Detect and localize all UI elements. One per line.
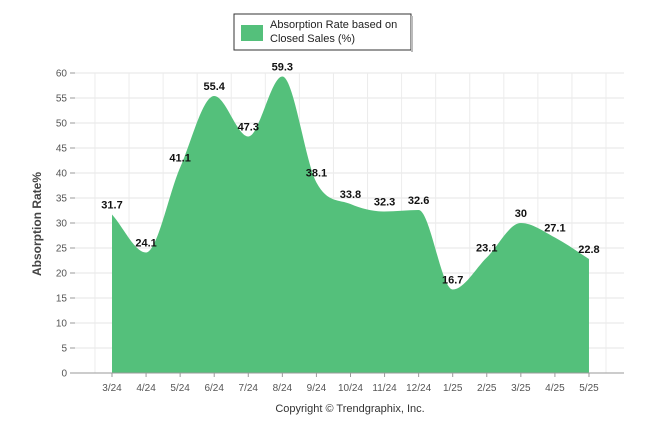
- y-tick-label: 60: [56, 69, 68, 80]
- data-label: 30: [515, 208, 527, 220]
- data-label: 59.3: [272, 62, 293, 74]
- x-tick-label: 2/25: [477, 383, 497, 394]
- data-label: 38.1: [306, 168, 327, 180]
- x-tick-label: 6/24: [204, 383, 224, 394]
- data-labels: 31.7 24.1 41.1 55.4 47.3 59.3 38.1 33.8 32.3 32.6…: [101, 62, 599, 287]
- data-label: 41.1: [169, 153, 190, 165]
- y-tick-label: 15: [56, 294, 68, 305]
- x-tick-label: 8/24: [273, 383, 293, 394]
- y-tick-label: 30: [56, 219, 68, 230]
- x-tick-label: 3/25: [511, 383, 531, 394]
- data-label: 24.1: [135, 238, 156, 250]
- y-tick-label: 40: [56, 169, 68, 180]
- y-tick-labels: 0 5 10 15 20 25 30 35 40 45 50 55 60: [56, 69, 68, 380]
- x-tick-label: 10/24: [338, 383, 363, 394]
- data-label: 16.7: [442, 275, 463, 287]
- series-area-absorption-rate: [112, 76, 589, 373]
- x-tick-labels: 3/24 4/24 5/24 6/24 7/24 8/24 9/24 10/24 11/24 12…: [102, 373, 599, 394]
- x-tick-label: 5/25: [579, 383, 599, 394]
- x-tick-label: 5/24: [170, 383, 190, 394]
- y-tick-label: 45: [56, 144, 68, 155]
- data-label: 47.3: [238, 122, 259, 134]
- x-tick-label: 12/24: [406, 383, 431, 394]
- legend-box-shadow: [411, 16, 413, 52]
- y-tick-label: 25: [56, 244, 68, 255]
- x-tick-label: 1/25: [443, 383, 463, 394]
- y-axis-label: Absorption Rate%: [30, 172, 44, 276]
- x-tick-label: 4/25: [545, 383, 565, 394]
- data-label: 32.3: [374, 197, 395, 209]
- data-label: 27.1: [544, 223, 565, 235]
- legend-label-line-1: Absorption Rate based on: [270, 19, 397, 31]
- x-tick-label: 9/24: [307, 383, 327, 394]
- legend-swatch: [241, 25, 263, 41]
- legend-box: [233, 13, 412, 51]
- data-label: 33.8: [340, 189, 361, 201]
- y-tick-label: 5: [61, 344, 67, 355]
- legend-label-line-2: Closed Sales (%): [270, 33, 355, 45]
- y-tick-label: 0: [61, 369, 67, 380]
- y-tick-label: 35: [56, 194, 68, 205]
- data-label: 31.7: [101, 200, 122, 212]
- x-tick-label: 7/24: [239, 383, 259, 394]
- legend: Absorption Rate based on Closed Sales (%…: [233, 13, 413, 52]
- data-label: 22.8: [578, 244, 599, 256]
- data-label: 55.4: [203, 81, 225, 93]
- x-tick-label: 11/24: [372, 383, 397, 394]
- y-tick-label: 50: [56, 119, 68, 130]
- data-label: 23.1: [476, 243, 497, 255]
- y-tick-label: 10: [56, 319, 68, 330]
- x-tick-label: 4/24: [136, 383, 156, 394]
- y-tick-label: 55: [56, 94, 68, 105]
- copyright-footer: Copyright © Trendgraphix, Inc.: [275, 403, 424, 415]
- data-label: 32.6: [408, 195, 429, 207]
- y-tick-label: 20: [56, 269, 68, 280]
- x-tick-label: 3/24: [102, 383, 122, 394]
